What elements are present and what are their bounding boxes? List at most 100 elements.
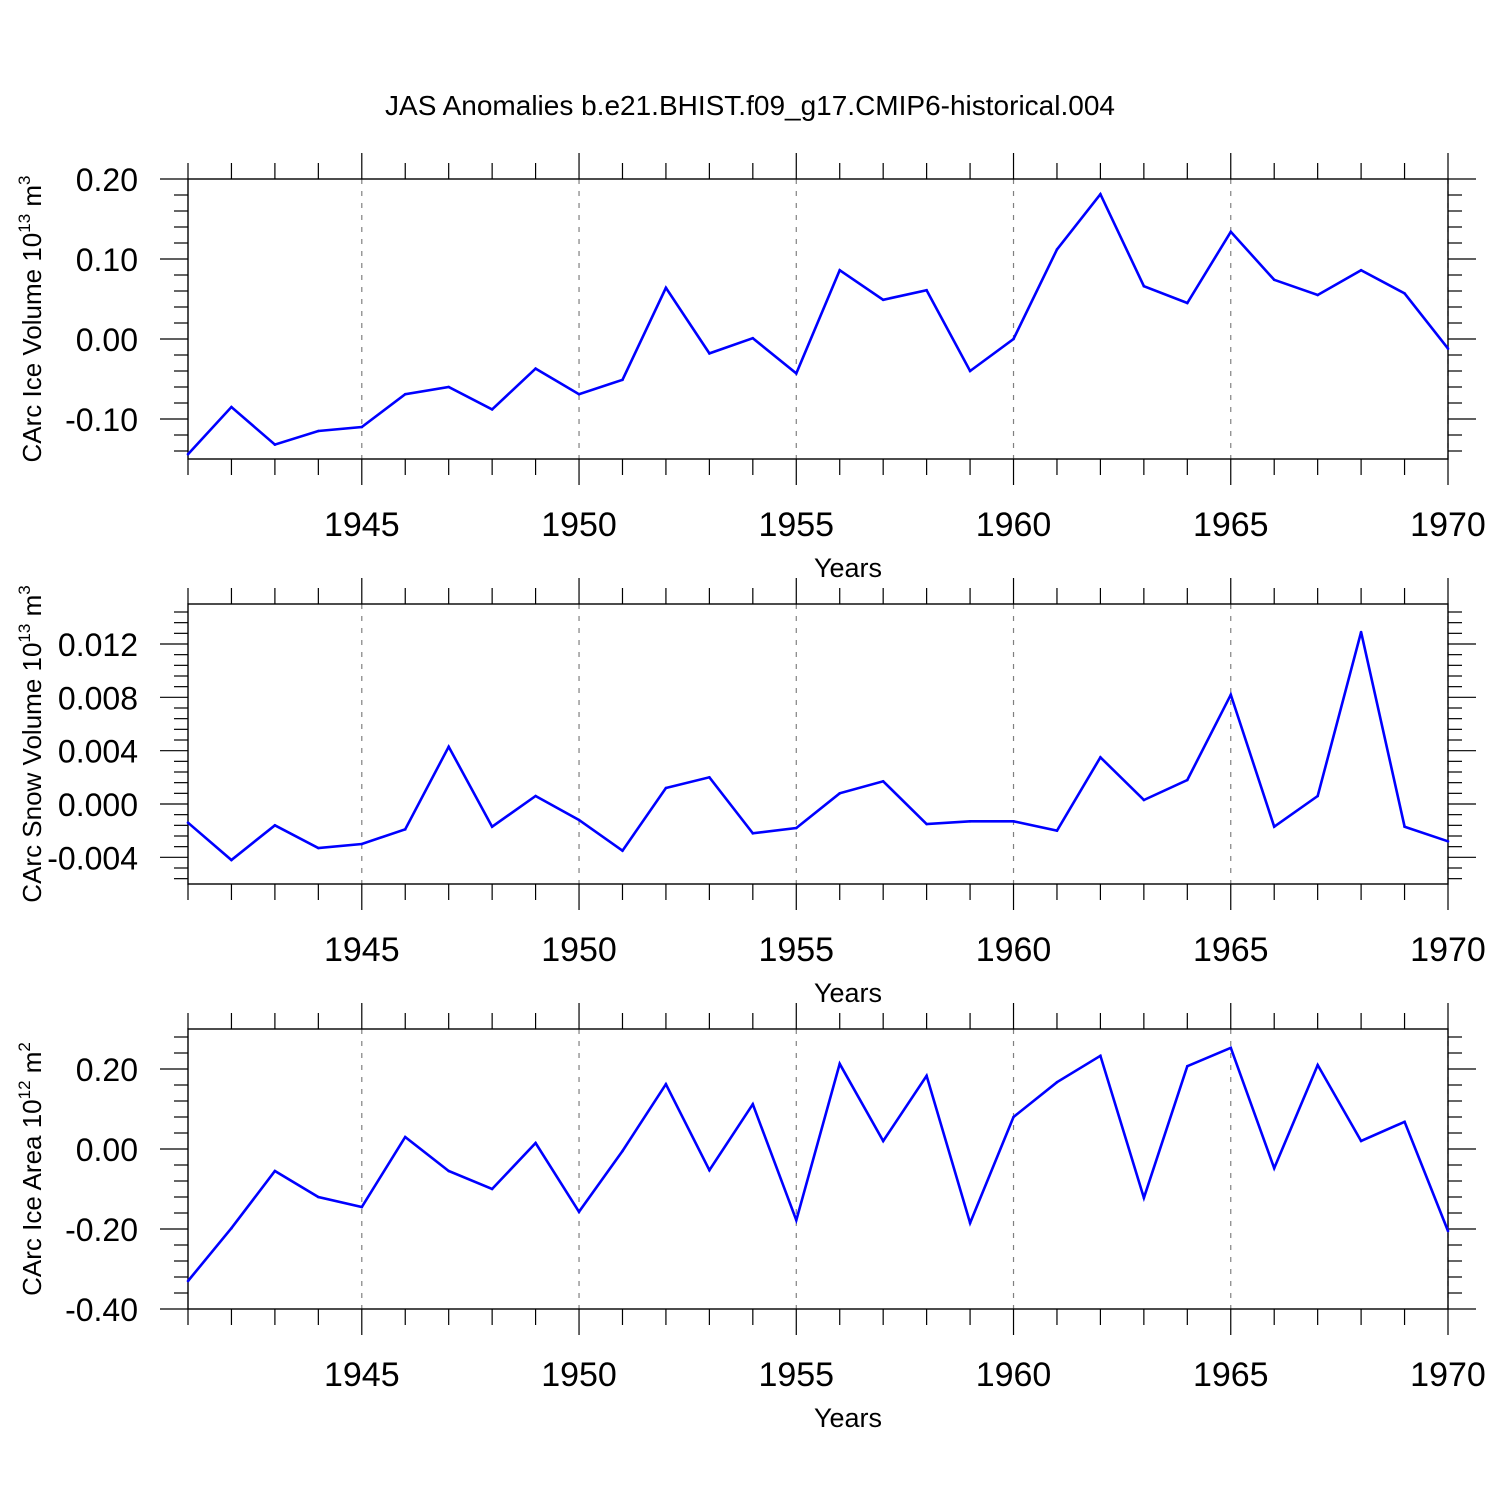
data-point — [534, 1141, 537, 1145]
data-point — [1229, 230, 1233, 234]
data-point — [273, 1169, 277, 1173]
data-point — [838, 1062, 842, 1066]
data-point — [1229, 1046, 1233, 1050]
data-point — [317, 429, 320, 433]
data-point — [1272, 278, 1276, 282]
data-point — [230, 405, 233, 409]
y-tick-label: 0.000 — [58, 787, 138, 823]
x-axis-label: Years — [814, 1403, 882, 1433]
data-point — [1272, 825, 1276, 828]
data-point — [1099, 756, 1102, 759]
series-line — [187, 191, 1450, 456]
data-point — [1055, 248, 1059, 251]
data-point — [317, 1195, 320, 1199]
data-point — [1446, 347, 1450, 350]
figure-title: JAS Anomalies b.e21.BHIST.f09_g17.CMIP6-… — [385, 90, 1115, 121]
data-point — [751, 832, 755, 835]
y-axis-label: CArc Ice Volume 1013 m3 — [15, 175, 47, 462]
data-point — [186, 821, 190, 824]
x-axis-label: Years — [814, 553, 882, 583]
data-point — [186, 452, 190, 456]
x-tick-label: 1955 — [758, 931, 834, 969]
y-tick-label: 0.004 — [58, 734, 138, 770]
series-line — [186, 1046, 1450, 1282]
data-point — [1446, 840, 1450, 843]
y-tick-label: 0.00 — [76, 322, 138, 358]
data-point — [881, 780, 885, 783]
data-point — [230, 1226, 233, 1230]
data-point — [230, 858, 233, 862]
data-point — [1316, 794, 1319, 798]
data-point — [881, 1139, 885, 1143]
plot-frame — [187, 178, 1449, 460]
data-point — [577, 1210, 581, 1214]
data-point — [490, 825, 494, 828]
x-tick-label: 1965 — [1193, 506, 1269, 544]
data-point — [1316, 293, 1319, 297]
data-point — [447, 385, 450, 389]
data-point — [1316, 1063, 1319, 1067]
data-point — [360, 1205, 364, 1209]
data-point — [1359, 1139, 1363, 1143]
x-tick-label: 1960 — [976, 1356, 1052, 1394]
data-point — [664, 286, 668, 290]
data-point — [577, 392, 581, 396]
data-point — [1099, 192, 1102, 196]
data-point — [360, 842, 364, 846]
data-point — [1403, 292, 1406, 295]
data-point — [1186, 1064, 1189, 1068]
x-tick-label: 1960 — [976, 506, 1052, 544]
data-point — [968, 1221, 972, 1225]
x-tick-label: 1945 — [324, 931, 400, 969]
data-point — [1186, 301, 1189, 305]
data-point — [447, 1169, 450, 1173]
x-tick-label: 1960 — [976, 931, 1052, 969]
x-tick-label: 1950 — [541, 931, 617, 969]
x-tick-label: 1965 — [1193, 1356, 1269, 1394]
plot-frame — [187, 1028, 1449, 1310]
y-tick-label: 0.00 — [76, 1132, 138, 1168]
data-point — [708, 352, 711, 355]
y-tick-label: 0.20 — [76, 1052, 138, 1088]
y-axis-label: CArc Snow Volume 1013 m3 — [15, 585, 47, 902]
y-tick-label: -0.20 — [65, 1212, 138, 1248]
data-point — [403, 1135, 407, 1139]
data-point — [794, 1218, 798, 1222]
data-point — [403, 828, 407, 831]
data-point — [1403, 1120, 1406, 1124]
data-point — [1359, 630, 1363, 634]
data-point — [838, 792, 842, 795]
data-point — [751, 336, 755, 340]
data-point — [621, 1149, 624, 1153]
data-point — [794, 826, 798, 830]
x-tick-label: 1950 — [541, 1356, 617, 1394]
chart-panel-3: -0.40 -0.20 0.00 0.20 1945 1950 1955 1960 1965 19… — [15, 1003, 1486, 1433]
data-point — [186, 1279, 190, 1283]
series-line — [187, 631, 1449, 862]
data-point — [1012, 820, 1015, 823]
data-point — [1272, 1166, 1276, 1170]
y-tick-label: 0.20 — [76, 162, 138, 198]
data-point — [751, 1102, 755, 1106]
y-tick-label: 0.008 — [58, 680, 138, 716]
data-point — [1012, 1115, 1015, 1119]
data-point — [317, 846, 320, 850]
chart-panel-2: -0.004 0.000 0.004 0.008 0.012 1945 1950 1955 19… — [15, 578, 1486, 1008]
data-point — [838, 268, 842, 272]
y-tick-label: -0.40 — [65, 1292, 138, 1328]
y-tick-label: -0.004 — [47, 840, 138, 876]
data-point — [664, 1082, 668, 1086]
data-point — [925, 822, 928, 826]
x-tick-label: 1955 — [758, 1356, 834, 1394]
data-point — [490, 1187, 494, 1191]
data-point — [577, 818, 581, 822]
data-point — [403, 392, 407, 396]
x-tick-label: 1955 — [758, 506, 834, 544]
data-point — [794, 372, 798, 375]
y-tick-label: 0.012 — [58, 627, 138, 663]
data-point — [360, 425, 364, 429]
x-tick-label: 1970 — [1410, 931, 1486, 969]
y-tick-label: -0.10 — [65, 402, 138, 438]
y-tick-label: 0.10 — [76, 242, 138, 278]
plot-frame — [187, 603, 1449, 885]
